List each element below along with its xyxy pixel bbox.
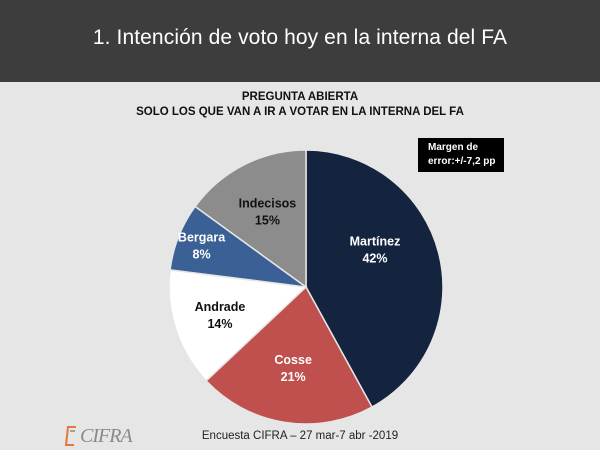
header-bar: 1. Intención de voto hoy en la interna d… — [0, 0, 600, 82]
slice-label: Bergara — [178, 231, 226, 245]
slice-value-label: 14% — [207, 317, 232, 331]
margin-line-1: Margen de — [428, 142, 479, 153]
cifra-logo-icon — [64, 426, 76, 446]
slice-value-label: 15% — [255, 213, 280, 227]
pie-slice-indecisos — [194, 149, 307, 289]
logo-text: CIFRA — [80, 424, 133, 447]
margin-line-2: error:+/-7,2 pp — [428, 156, 496, 167]
subtitle-line-2: SOLO LOS QUE VAN A IR A VOTAR EN LA INTE… — [136, 106, 464, 118]
slice-label: Andrade — [195, 300, 246, 314]
cifra-logo: CIFRA — [64, 424, 133, 448]
page-title: 1. Intención de voto hoy en la interna d… — [92, 26, 508, 49]
slice-value-label: 21% — [281, 370, 306, 384]
slice-label: Martínez — [350, 234, 401, 248]
slice-value-label: 42% — [362, 251, 387, 265]
slice-value-label: 8% — [193, 248, 211, 262]
footer-source: Encuesta CIFRA – 27 mar-7 abr -2019 — [201, 430, 399, 442]
pie-slice-martnez — [305, 149, 444, 409]
subtitle-line-1: PREGUNTA ABIERTA — [241, 91, 359, 103]
chart-subtitle: PREGUNTA ABIERTA SOLO LOS QUE VAN A IR A… — [0, 90, 600, 120]
margin-of-error-box: Margen de error:+/-7,2 pp — [418, 138, 504, 172]
slice-label: Indecisos — [239, 196, 297, 210]
slice-label: Cosse — [274, 353, 312, 367]
pie-slice-andrade — [168, 268, 308, 382]
pie-slice-cosse — [205, 285, 374, 425]
